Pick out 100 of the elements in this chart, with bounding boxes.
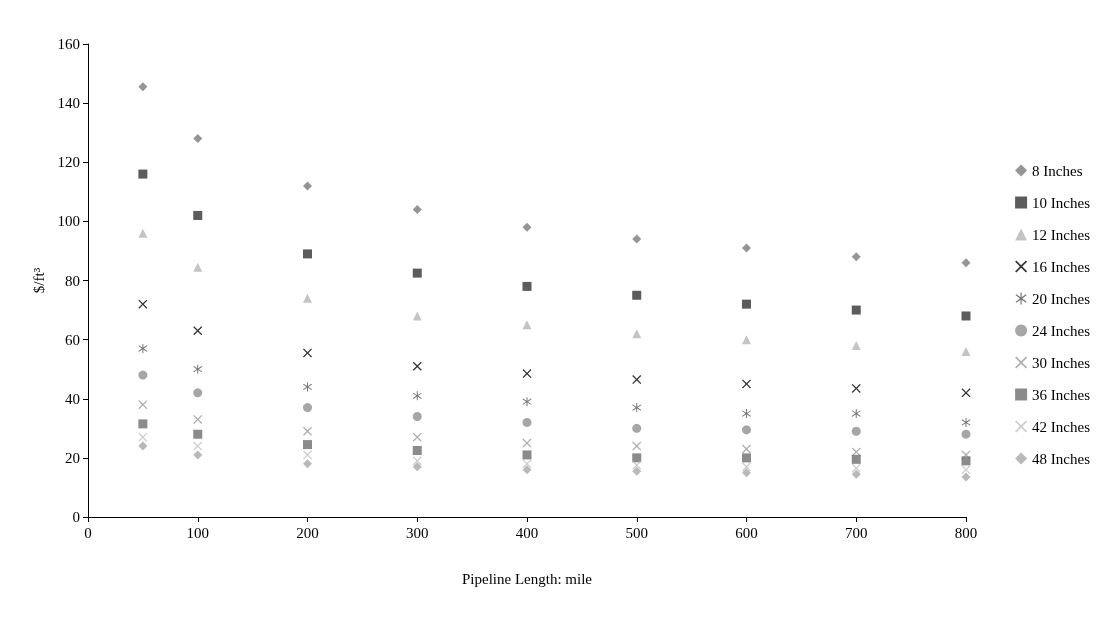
x-tick-label: 600 [735,524,758,541]
point [193,262,203,272]
y-tick-label: 40 [65,390,80,407]
point [851,409,861,419]
point [412,268,422,278]
point [303,249,312,259]
point [742,243,751,253]
point [138,400,148,410]
point [138,370,148,380]
point [522,369,532,379]
y-tick-label: 160 [57,36,80,52]
point [961,429,971,439]
point [632,290,642,300]
point [303,440,312,450]
x-tick-label: 200 [296,524,319,541]
point [303,450,312,460]
point [193,441,203,451]
y-tick-label: 100 [57,213,80,230]
point [412,445,422,455]
point [193,364,203,374]
point [193,210,203,220]
x-tick-label: 800 [954,524,978,541]
y-tick-label: 20 [65,449,80,466]
legend-label: 8 Inches [1032,162,1083,179]
point [632,375,642,385]
point [851,469,861,479]
point [632,403,642,413]
point [632,234,642,244]
point [193,414,203,424]
point [632,466,642,476]
point [303,382,312,392]
point [412,462,422,472]
x-tick-label: 100 [186,524,209,541]
point [742,409,751,419]
point [412,391,422,401]
point [138,441,148,451]
point [303,348,312,358]
point [303,293,312,303]
y-tick-label: 120 [57,154,80,171]
point [412,411,422,421]
legend-label: 12 Inches [1032,226,1091,243]
point [742,444,751,454]
point [851,454,861,464]
legend-label: 10 Inches [1032,194,1091,211]
point [303,426,312,436]
point [138,82,148,92]
point [303,403,312,413]
point [193,450,203,460]
x-tick-label: 500 [625,524,648,541]
point [632,423,642,433]
point [742,462,751,472]
point [522,459,532,469]
point [742,379,751,389]
legend-label: 20 Inches [1032,290,1091,307]
point [742,299,751,309]
point [742,468,751,478]
point [742,453,751,463]
y-tick-label: 140 [57,95,80,112]
point [961,388,971,398]
x-tick-label: 700 [845,524,868,541]
point [851,305,861,315]
point [851,252,861,262]
x-tick-label: 400 [515,524,539,541]
point [851,426,861,436]
point [193,429,203,439]
point [522,320,532,330]
point [632,453,642,463]
point [193,134,203,144]
point [303,459,312,469]
point [742,335,751,345]
point [961,465,971,475]
point [522,222,532,232]
legend-label: 24 Inches [1032,322,1091,339]
legend-label: 42 Inches [1032,418,1091,435]
point [138,228,148,238]
x-axis-title: Pipeline Length: mile [462,570,593,587]
y-tick-label: 80 [65,272,80,289]
legend-label: 16 Inches [1032,258,1091,275]
point [961,311,971,321]
point [303,181,312,191]
y-tick-label: 60 [65,331,80,348]
point [742,425,751,435]
point [961,472,971,482]
point [138,419,148,429]
legend-label: 30 Inches [1032,354,1091,371]
point [138,169,148,179]
y-axis-title: $/ft³ [30,267,47,294]
point [851,383,861,393]
x-tick-label: 300 [406,524,429,541]
point [961,456,971,466]
x-tick-label: 0 [84,524,92,541]
point [522,465,532,475]
point [522,450,532,460]
point [632,441,642,451]
legend-label: 48 Inches [1032,450,1091,467]
point [522,281,532,291]
point [522,417,532,427]
point [412,205,422,215]
point [961,258,971,268]
legend-label: 36 Inches [1032,386,1091,403]
